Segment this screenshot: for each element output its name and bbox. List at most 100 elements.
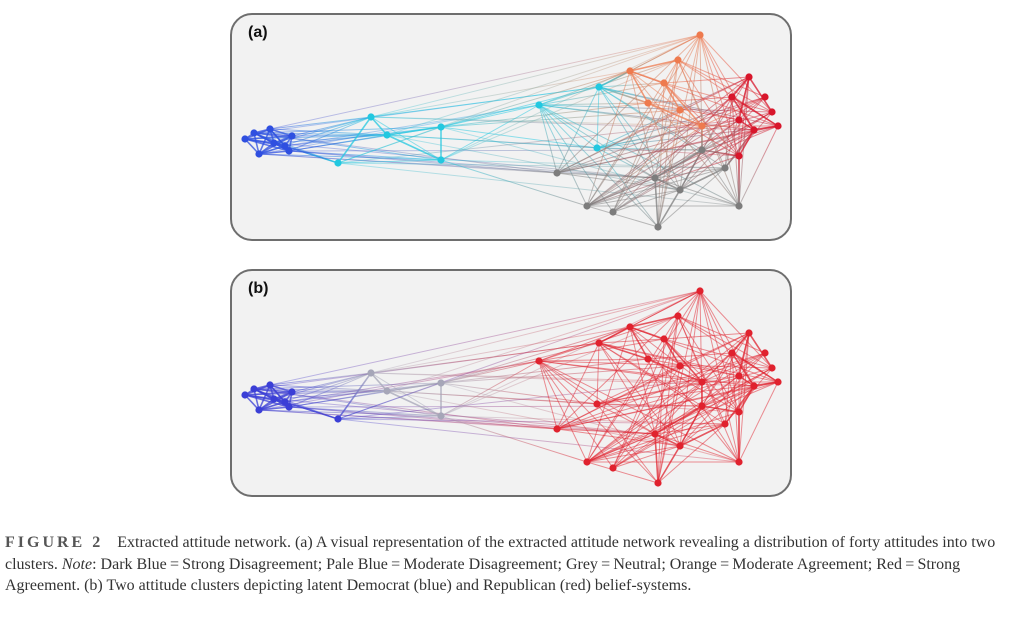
edge [586, 461, 659, 484]
edge [556, 332, 750, 430]
attitude-node-24 [721, 420, 729, 428]
edge [629, 70, 740, 207]
attitude-node-10 [383, 131, 391, 139]
edge [370, 116, 388, 136]
attitude-node-19 [609, 208, 617, 216]
edge [663, 76, 750, 84]
edge [677, 315, 773, 369]
edge [663, 338, 773, 369]
edge [654, 375, 740, 435]
edge [612, 129, 755, 213]
attitude-node-25 [698, 146, 706, 154]
edge [679, 167, 726, 191]
edge [291, 390, 388, 393]
edge [629, 70, 656, 179]
edge [244, 138, 290, 152]
attitude-node-31 [698, 378, 706, 386]
attitude-node-26 [626, 67, 634, 75]
edge [657, 423, 726, 484]
attitude-network-graph-a [241, 31, 782, 231]
attitude-node-37 [761, 93, 769, 101]
edge [337, 375, 740, 420]
attitude-node-21 [651, 174, 659, 182]
edge [701, 96, 766, 151]
attitude-node-20 [654, 223, 662, 231]
attitude-node-23 [735, 202, 743, 210]
attitude-node-11 [437, 123, 445, 131]
edge [654, 433, 681, 447]
edge [731, 352, 779, 383]
attitude-node-4 [266, 381, 274, 389]
edge [663, 82, 703, 127]
attitude-node-18 [583, 202, 591, 210]
edge [440, 104, 540, 161]
attitude-node-17 [553, 425, 561, 433]
edge [657, 445, 681, 484]
edge [738, 129, 755, 157]
network-panel-a: (a) [230, 13, 792, 241]
attitude-node-27 [674, 312, 682, 320]
edge [269, 372, 372, 386]
edge [440, 34, 701, 161]
attitude-node-28 [644, 99, 652, 107]
edge [701, 111, 773, 151]
attitude-node-29 [660, 79, 668, 87]
edge [337, 34, 701, 164]
attitude-node-13 [437, 156, 445, 164]
attitude-node-36 [750, 382, 758, 390]
edge [538, 360, 598, 405]
edge [386, 390, 442, 417]
edge [556, 86, 600, 174]
edge [612, 385, 755, 469]
edge [253, 388, 558, 430]
edge [677, 59, 740, 157]
edge [657, 82, 665, 228]
attitude-node-1 [241, 135, 249, 143]
attitude-node-35 [735, 372, 743, 380]
attitude-node-9 [367, 113, 375, 121]
edge [538, 104, 614, 213]
attitude-node-16 [593, 144, 601, 152]
edge [337, 116, 372, 164]
edge [291, 116, 372, 137]
attitude-node-33 [728, 93, 736, 101]
edge [258, 409, 656, 435]
edge [440, 360, 540, 417]
attitude-node-6 [281, 142, 289, 150]
edge [701, 149, 740, 157]
edge [699, 290, 740, 377]
panel-label-a: (a) [248, 24, 268, 41]
attitude-node-6 [281, 398, 289, 406]
edge [679, 423, 726, 447]
attitude-node-35 [735, 116, 743, 124]
edge [663, 82, 773, 113]
attitude-node-40 [735, 152, 743, 160]
edge [337, 162, 740, 207]
edge [731, 76, 750, 98]
edge [596, 375, 740, 405]
edge [629, 326, 656, 435]
edge [629, 326, 649, 360]
edge [370, 70, 631, 118]
edge [258, 153, 442, 161]
attitude-node-22 [676, 442, 684, 450]
edge [629, 70, 703, 127]
attitude-node-3 [255, 150, 263, 158]
edge [738, 332, 750, 413]
nodes [241, 287, 782, 487]
edge [699, 290, 740, 413]
attitude-network-graph-b [241, 287, 782, 487]
edge [596, 147, 656, 179]
attitude-node-2 [250, 129, 258, 137]
figure-number: FIGURE 2 [5, 534, 104, 551]
panel-label-b: (b) [248, 280, 269, 297]
edge [291, 372, 372, 393]
edge [440, 415, 588, 463]
edge [386, 382, 442, 392]
edge [538, 104, 558, 174]
edge [663, 338, 703, 383]
attitude-node-29 [660, 335, 668, 343]
edge [612, 109, 681, 213]
attitude-node-15 [595, 83, 603, 91]
edge [731, 96, 755, 131]
